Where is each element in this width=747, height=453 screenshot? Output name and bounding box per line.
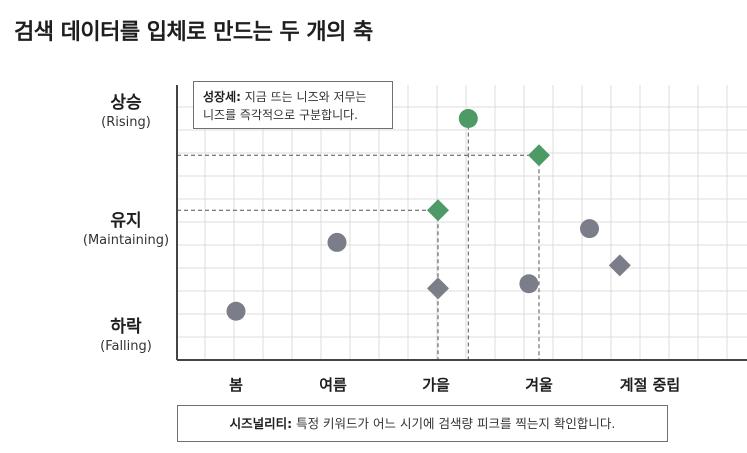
y-label-rising-main: 상승: [110, 93, 142, 113]
x-label-winter: 겨울: [525, 376, 553, 394]
data-point-circle-0: [226, 301, 246, 321]
callout-text-2: 니즈를 즉각적으로 구분합니다.: [203, 108, 358, 122]
x-label-autumn: 가을: [422, 376, 450, 394]
data-point-diamond-3: [427, 199, 449, 222]
x-label-neutral: 계절 중립: [619, 376, 681, 394]
data-points: [226, 109, 631, 321]
data-point-diamond-4: [427, 277, 449, 300]
y-label-falling: 하락 (Falling): [61, 312, 191, 354]
y-label-maintaining: 유지 (Maintaining): [61, 206, 191, 248]
callout-text-1: 지금 뜨는 니즈와 저무는: [240, 90, 367, 104]
footer-text: 특정 키워드가 어느 시기에 검색량 피크를 찍는지 확인합니다.: [292, 416, 616, 431]
data-point-circle-1: [327, 232, 347, 252]
data-point-diamond-5: [528, 144, 550, 167]
grid-lines: [177, 85, 747, 360]
page-title: 검색 데이터를 입체로 만드는 두 개의 축: [14, 20, 373, 45]
data-point-circle-2: [458, 109, 478, 128]
y-label-rising: 상승 (Rising): [61, 88, 191, 130]
footer-term: 시즈널리티:: [229, 416, 293, 431]
growth-callout: 성장세: 지금 뜨는 니즈와 저무는 니즈를 즉각적으로 구분합니다.: [193, 81, 393, 129]
data-point-diamond-8: [608, 254, 631, 277]
y-label-maintaining-sub: (Maintaining): [82, 233, 170, 248]
y-label-falling-main: 하락: [110, 317, 142, 337]
guide-lines: [177, 118, 540, 360]
callout-line-1: 성장세: 지금 뜨는 니즈와 저무는: [203, 88, 383, 106]
data-point-circle-7: [580, 219, 599, 239]
y-label-maintaining-main: 유지: [110, 211, 142, 231]
x-label-spring: 봄: [229, 376, 243, 394]
x-label-summer: 여름: [319, 376, 347, 394]
y-label-falling-sub: (Falling): [100, 339, 152, 354]
y-label-rising-sub: (Rising): [101, 115, 151, 130]
axes: [176, 85, 747, 361]
callout-term: 성장세:: [203, 90, 241, 104]
seasonality-footer: 시즈널리티: 특정 키워드가 어느 시기에 검색량 피크를 찍는지 확인합니다.: [177, 405, 668, 442]
data-point-circle-6: [519, 274, 539, 294]
